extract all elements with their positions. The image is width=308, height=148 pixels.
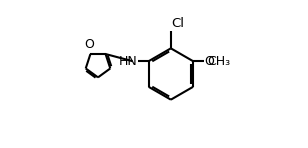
Text: CH₃: CH₃ xyxy=(208,55,231,68)
Text: O: O xyxy=(204,55,214,68)
Text: Cl: Cl xyxy=(172,17,184,30)
Text: O: O xyxy=(85,38,95,51)
Text: HN: HN xyxy=(119,55,137,68)
